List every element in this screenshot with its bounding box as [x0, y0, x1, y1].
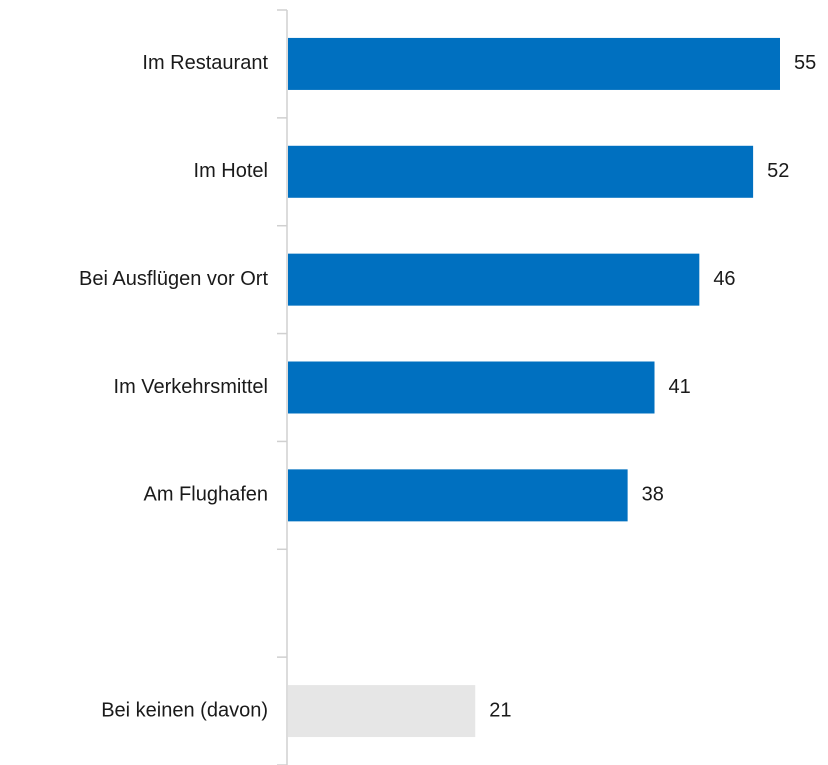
bar	[288, 361, 655, 414]
bar	[288, 145, 754, 198]
value-label: 21	[489, 699, 511, 721]
value-label: 52	[767, 160, 789, 182]
bar	[288, 685, 476, 738]
bar	[288, 469, 628, 522]
category-label: Im Verkehrsmittel	[114, 376, 268, 398]
value-label: 46	[713, 268, 735, 290]
bar	[288, 253, 700, 306]
value-label: 41	[669, 376, 691, 398]
category-label: Im Restaurant	[142, 52, 268, 74]
category-label: Bei keinen (davon)	[101, 699, 268, 721]
category-label: Bei Ausflügen vor Ort	[79, 268, 268, 290]
value-label: 38	[642, 484, 664, 506]
bar	[288, 37, 780, 90]
value-label: 55	[794, 52, 816, 74]
category-label: Im Hotel	[194, 160, 268, 182]
category-label: Am Flughafen	[143, 484, 268, 506]
